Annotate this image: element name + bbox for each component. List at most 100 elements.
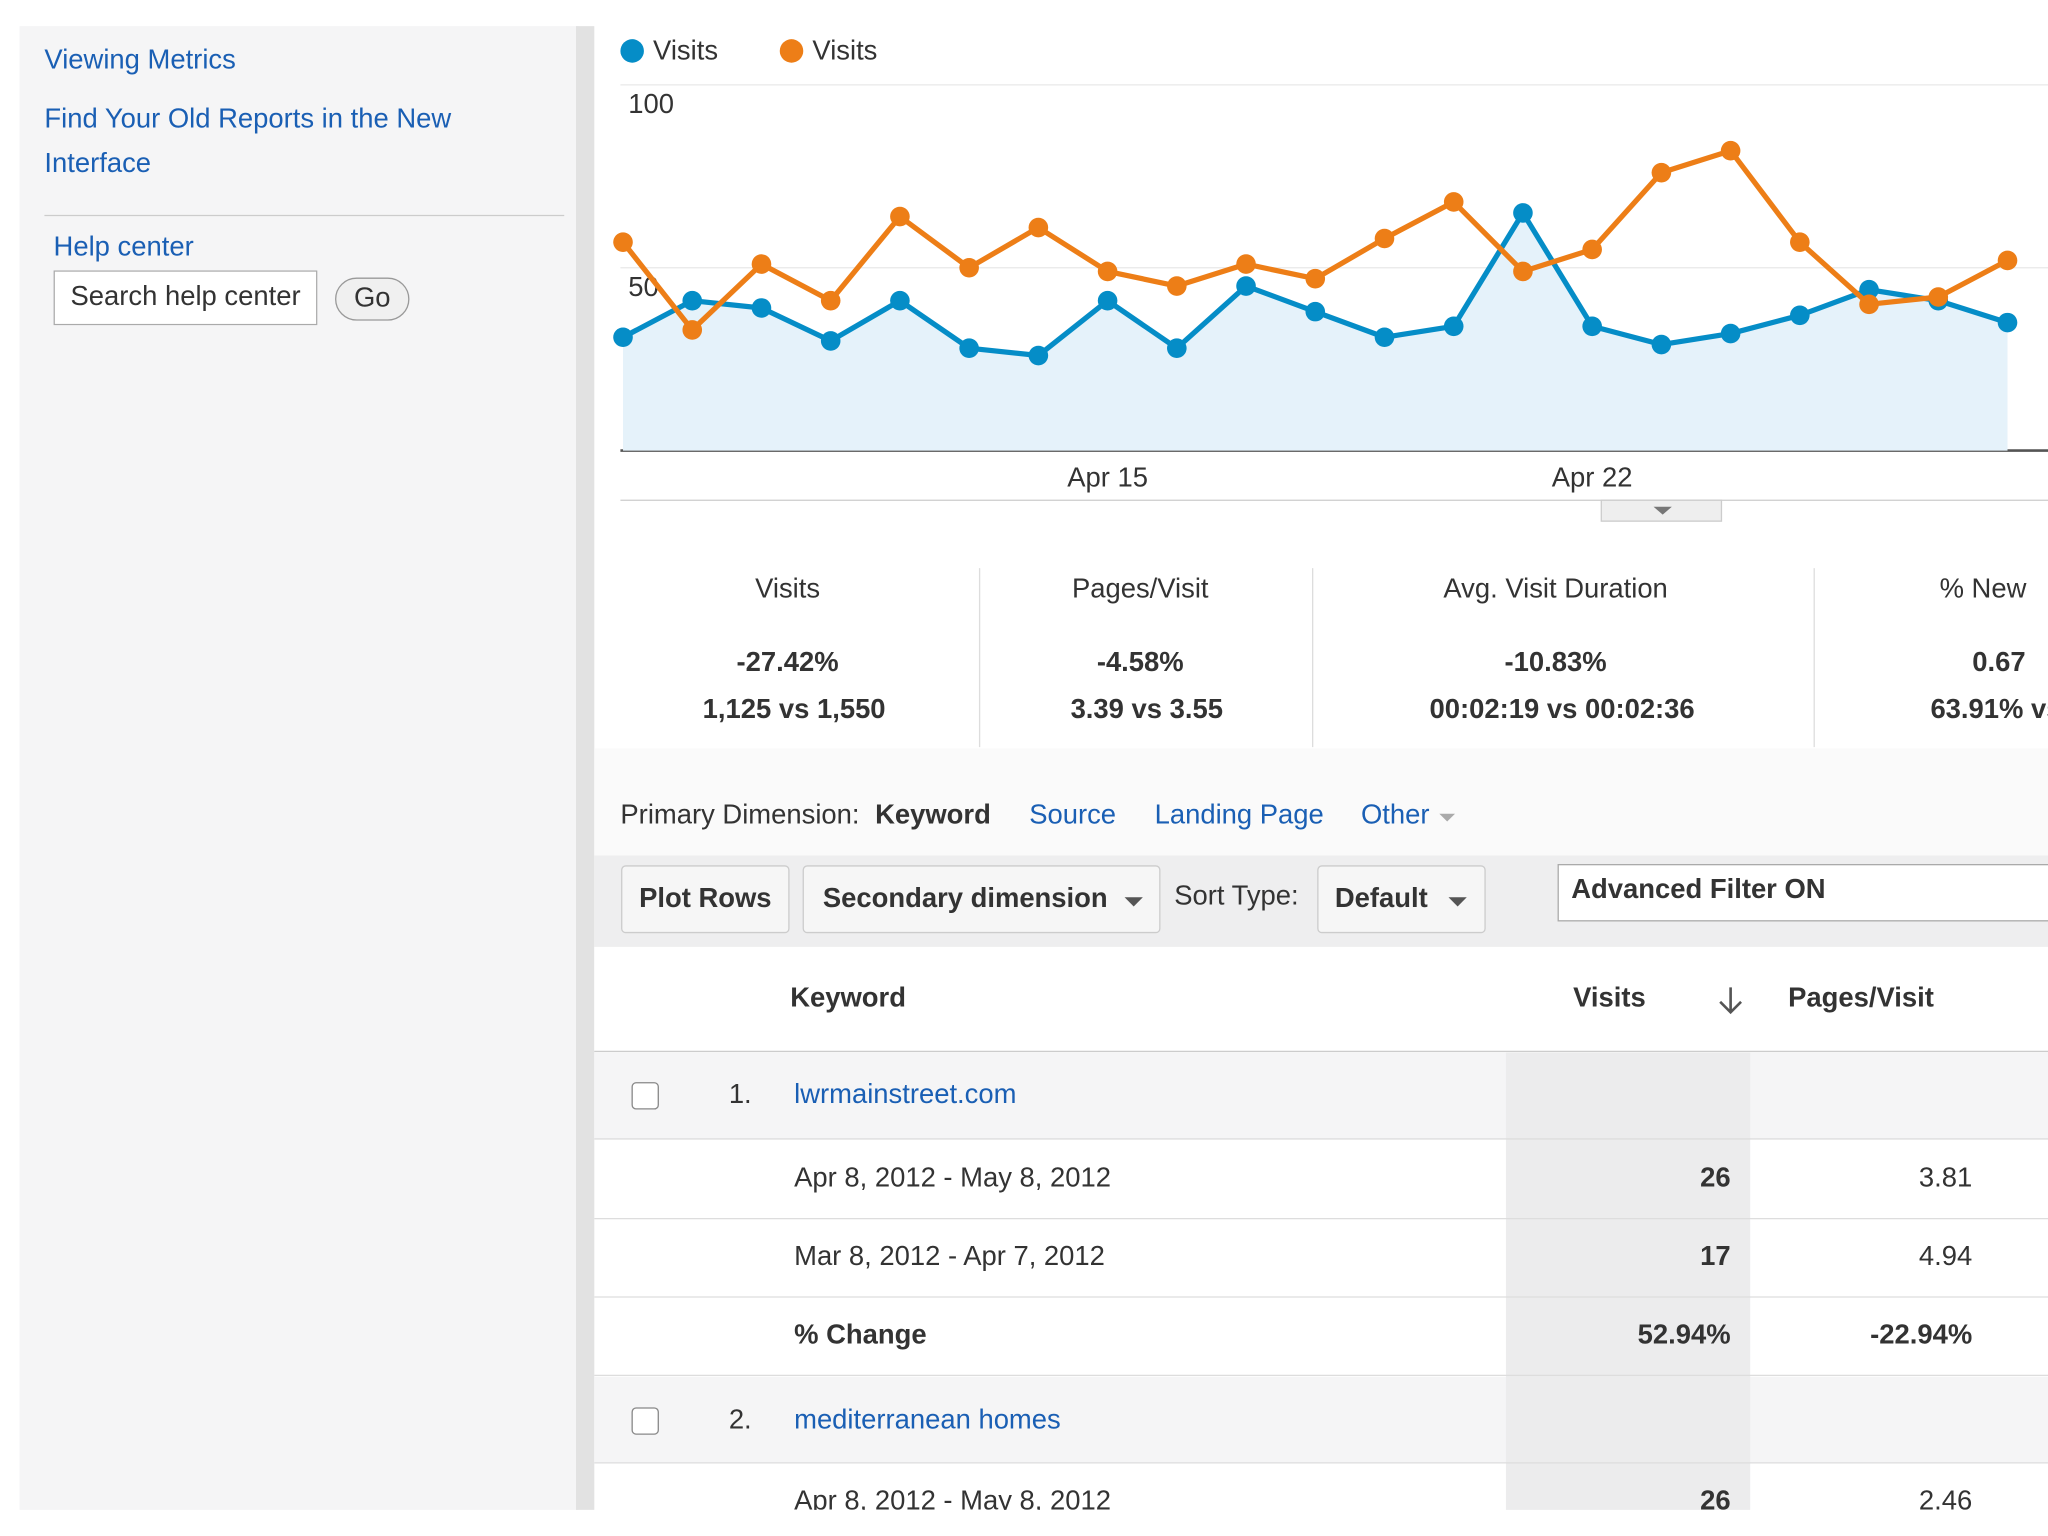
- column-header[interactable]: Keyword: [790, 981, 906, 1012]
- row-background: [594, 1376, 2048, 1463]
- filter-label[interactable]: Advanced Filter ON: [1571, 873, 1825, 904]
- plot-rows-button[interactable]: [621, 865, 790, 934]
- data-point: [820, 290, 841, 311]
- data-point: [959, 257, 979, 278]
- change-label: % Change: [794, 1318, 926, 1349]
- keyword-link[interactable]: mediterranean homes: [794, 1403, 1061, 1434]
- sort-button[interactable]: [1317, 865, 1486, 934]
- data-point: [1374, 327, 1395, 348]
- data-point: [751, 298, 772, 318]
- legend-label: Visits: [653, 34, 718, 65]
- button-label[interactable]: Default: [1335, 882, 1428, 913]
- data-point: [1305, 301, 1326, 322]
- data-point: [1028, 345, 1049, 366]
- link[interactable]: Viewing Metrics: [44, 44, 235, 75]
- dropdown-arrow: [1448, 897, 1467, 907]
- go-label[interactable]: Go: [354, 281, 391, 312]
- divider: [576, 26, 595, 1510]
- data-point: [1720, 140, 1741, 161]
- score-label: % New: [1940, 573, 2027, 604]
- data-point: [1790, 305, 1810, 326]
- score-label: Visits: [755, 573, 820, 604]
- score-label: Pages/Visit: [1072, 573, 1209, 604]
- dropdown-arrow: [1439, 813, 1456, 822]
- data-point: [1997, 250, 2018, 271]
- cell: 26: [1700, 1162, 1730, 1193]
- cell: 4.94: [1919, 1240, 1972, 1271]
- sorted-column: [1505, 1052, 1751, 1510]
- score-compare: 1,125 vs 1,550: [703, 693, 886, 724]
- keyword-link[interactable]: lwrmainstreet.com: [794, 1078, 1016, 1109]
- data-point: [1928, 287, 1949, 307]
- period-label: Mar 8, 2012 - Apr 7, 2012: [794, 1240, 1105, 1271]
- button-label[interactable]: Plot Rows: [639, 882, 771, 913]
- y-tick-label: 50: [628, 271, 658, 302]
- period-label: Apr 8, 2012 - May 8, 2012: [794, 1162, 1111, 1193]
- data-point: [820, 331, 841, 351]
- cell: 17: [1700, 1240, 1730, 1271]
- data-point: [613, 327, 633, 348]
- data-point: [890, 290, 910, 311]
- dimension-bar: [594, 748, 2048, 856]
- data-point: [751, 254, 772, 274]
- search-box[interactable]: Search help center: [53, 270, 318, 326]
- dropdown-arrow: [1124, 897, 1143, 907]
- score-label: Avg. Visit Duration: [1443, 573, 1667, 604]
- data-point: [682, 290, 703, 311]
- search-placeholder: Search help center: [71, 280, 301, 311]
- score-change: -27.42%: [737, 646, 839, 677]
- cell: 52.94%: [1638, 1318, 1731, 1349]
- legend-swatch: [779, 39, 804, 63]
- data-point: [1859, 279, 1879, 300]
- score-change: -4.58%: [1097, 646, 1184, 677]
- checkbox[interactable]: [631, 1082, 659, 1110]
- dimension-option[interactable]: Landing Page: [1155, 799, 1324, 830]
- score-compare: 00:02:19 vs 00:02:36: [1430, 693, 1695, 724]
- data-point: [1028, 217, 1049, 238]
- data-point: [1513, 261, 1533, 282]
- sort-arrow: [1719, 987, 1742, 1015]
- checkbox[interactable]: [631, 1407, 659, 1435]
- score-change: 0.67: [1972, 646, 2025, 677]
- dimension-option[interactable]: Other: [1361, 799, 1430, 830]
- data-point: [1167, 276, 1187, 296]
- data-point: [1651, 162, 1672, 183]
- data-point: [613, 232, 633, 252]
- column-header[interactable]: Pages/Visit: [1788, 981, 1934, 1012]
- data-point: [1790, 232, 1810, 252]
- data-point: [1859, 294, 1879, 315]
- expand-arrow: [1653, 506, 1672, 515]
- data-point: [682, 320, 703, 340]
- data-point: [1443, 192, 1464, 212]
- row-background: [594, 1052, 2048, 1139]
- data-point: [1720, 323, 1741, 344]
- legend-swatch: [620, 39, 644, 63]
- data-point: [959, 338, 979, 359]
- data-point: [1651, 334, 1672, 355]
- data-point: [1582, 316, 1602, 337]
- data-point: [890, 206, 910, 227]
- go-button[interactable]: [335, 277, 410, 321]
- cell: 26: [1700, 1484, 1730, 1515]
- search-frame: [53, 270, 318, 326]
- sort-label: Sort Type:: [1174, 880, 1298, 911]
- dimension-label: Primary Dimension:: [620, 799, 859, 830]
- dimension-option[interactable]: Source: [1029, 799, 1116, 830]
- cell: -22.94%: [1870, 1318, 1972, 1349]
- button-label[interactable]: Secondary dimension: [823, 882, 1108, 913]
- column-header[interactable]: Visits: [1573, 981, 1646, 1012]
- cell: 2.46: [1919, 1484, 1972, 1515]
- secondary-dimension-button[interactable]: [802, 865, 1161, 934]
- period-label: Apr 8, 2012 - May 8, 2012: [794, 1484, 1111, 1515]
- filter-box[interactable]: [1557, 863, 2048, 922]
- help-title[interactable]: Help center: [54, 230, 194, 261]
- link[interactable]: Interface: [44, 147, 151, 178]
- area: [623, 212, 2008, 451]
- data-point: [1374, 228, 1395, 249]
- data-point: [1167, 338, 1187, 359]
- data-point: [1097, 261, 1118, 282]
- dimension-active[interactable]: Keyword: [875, 799, 991, 830]
- data-point: [1443, 316, 1464, 337]
- link[interactable]: Find Your Old Reports in the New: [44, 102, 451, 133]
